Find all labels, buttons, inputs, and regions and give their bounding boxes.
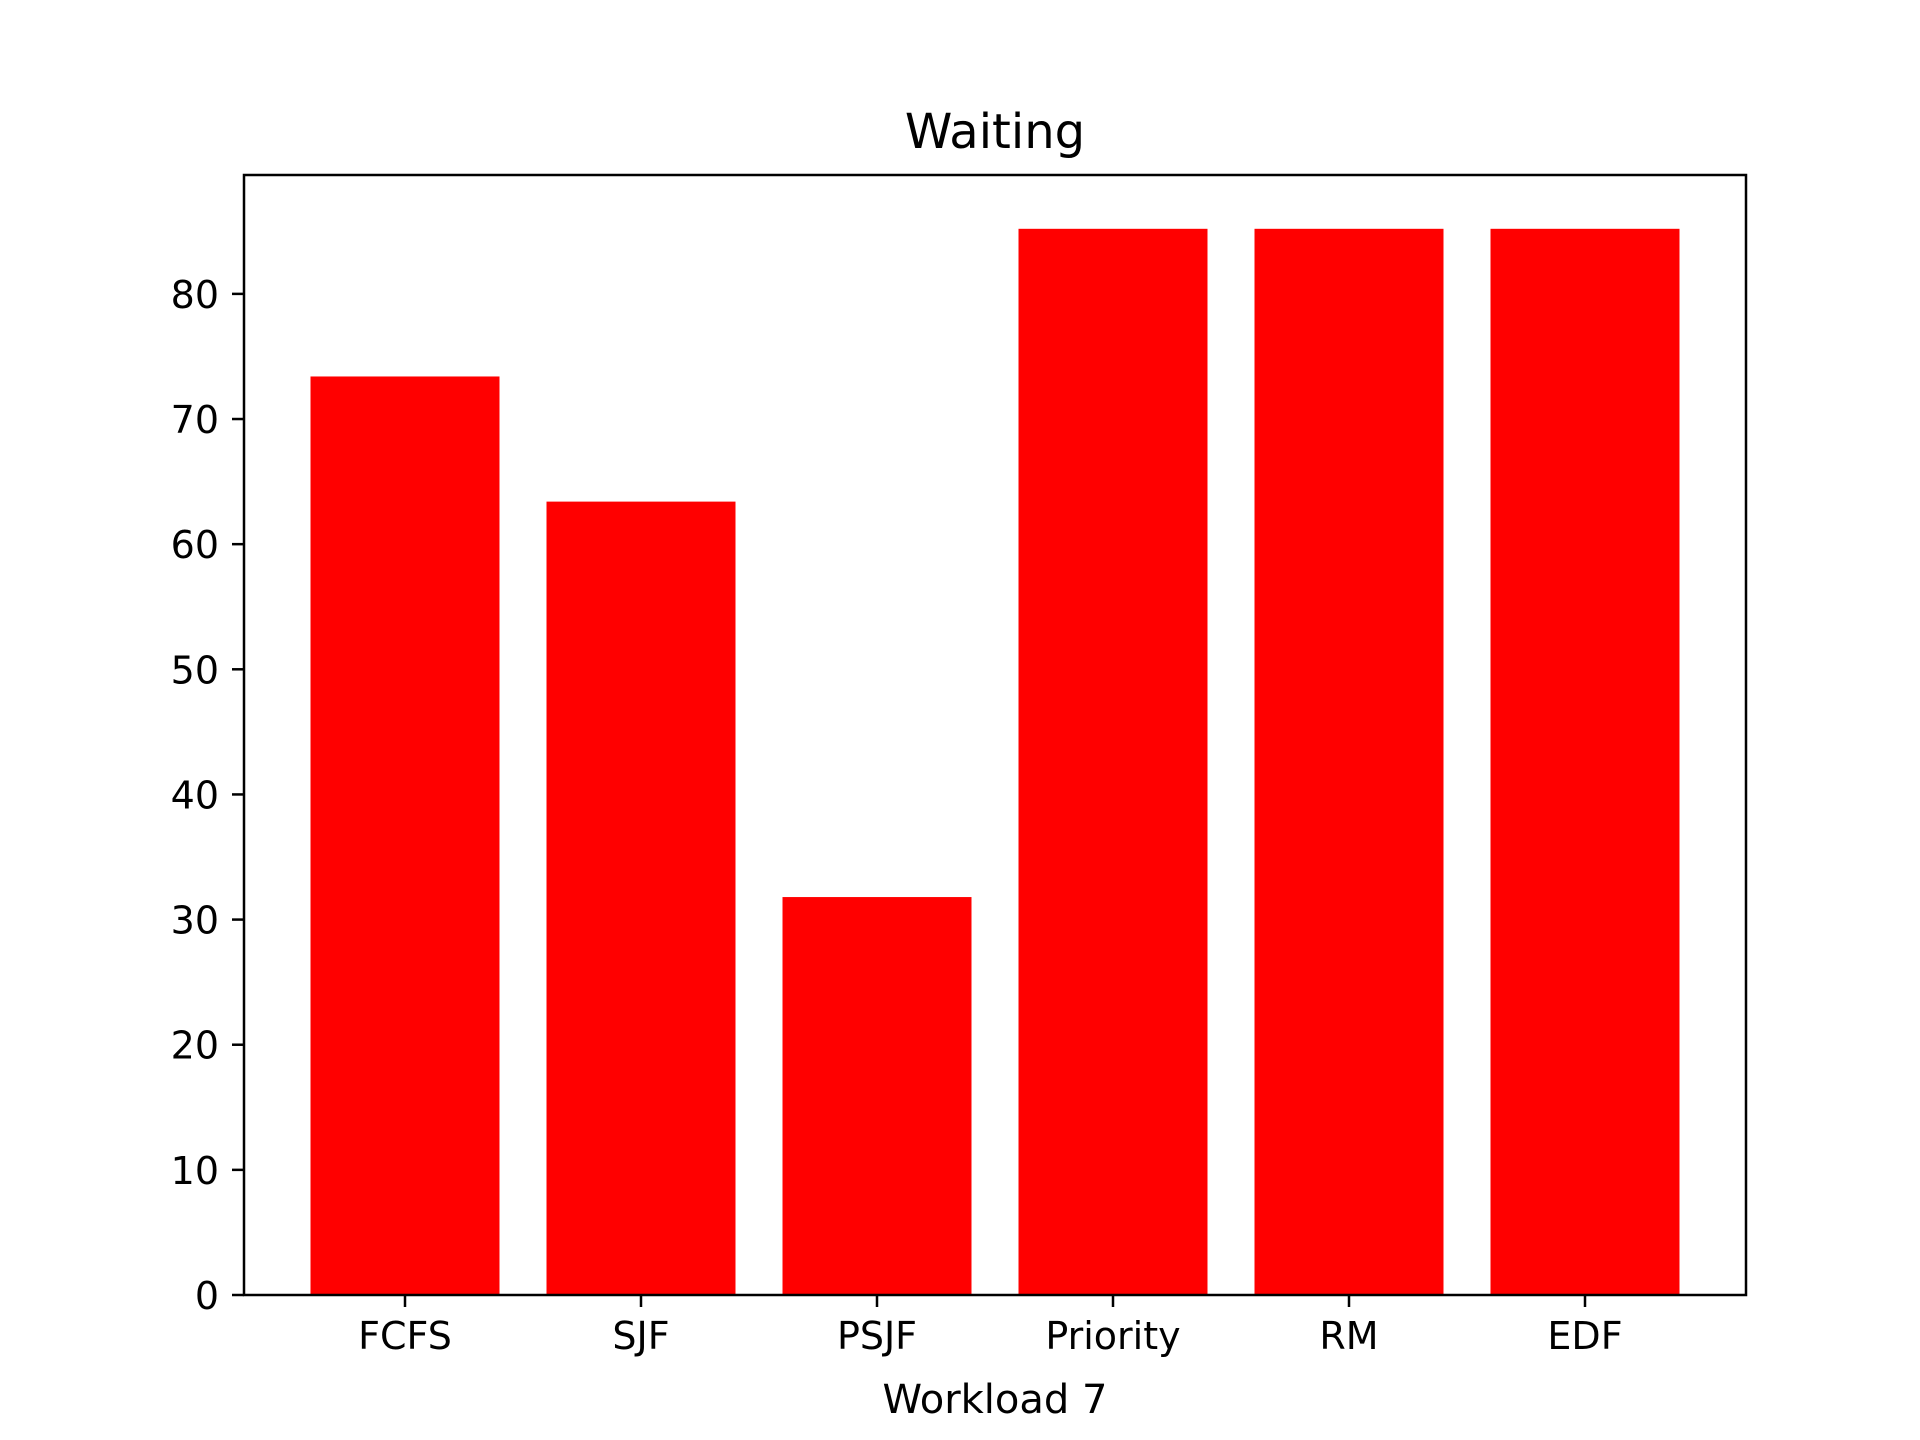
x-axis-label: Workload 7 [883, 1377, 1108, 1423]
y-tick-label: 10 [171, 1149, 219, 1193]
x-tick-label: FCFS [358, 1314, 452, 1358]
y-tick-label: 0 [195, 1274, 219, 1318]
y-tick-label: 70 [171, 398, 219, 442]
bar-rm [1254, 228, 1444, 1295]
x-tick-label: Priority [1045, 1314, 1180, 1358]
chart-title: Waiting [905, 104, 1085, 160]
y-tick-label: 50 [171, 648, 219, 692]
bar-fcfs [310, 376, 500, 1295]
bar-edf [1490, 228, 1680, 1295]
bar-psjf [782, 897, 972, 1295]
x-tick-label: PSJF [837, 1314, 917, 1358]
bar-sjf [546, 501, 736, 1296]
bars-layer [310, 228, 1680, 1296]
bar-priority [1018, 228, 1208, 1295]
y-tick-label: 40 [171, 773, 219, 817]
x-tick-label: SJF [612, 1314, 669, 1358]
y-tick-label: 20 [171, 1024, 219, 1068]
y-tick-label: 30 [171, 899, 219, 943]
plot-frame [242, 173, 1748, 1297]
y-tick-label: 60 [171, 523, 219, 567]
y-tick-label: 80 [171, 273, 219, 317]
axes-layer [242, 173, 1748, 1297]
x-tick-label: RM [1319, 1314, 1378, 1358]
ticks-layer: FCFS SJF PSJF Priority RM EDF 0 10 20 30 40 50 60 70 8… [171, 273, 1623, 1358]
x-tick-label: EDF [1547, 1314, 1622, 1358]
